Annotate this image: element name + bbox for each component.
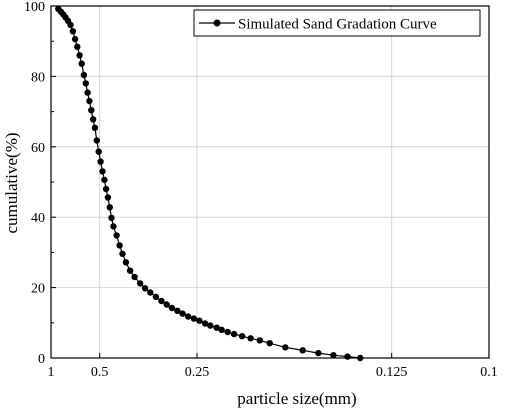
data-point [78,60,85,67]
data-point [184,313,192,320]
data-point [357,354,364,362]
data-point [230,330,238,338]
data-point [119,250,126,257]
data-point [74,43,81,50]
data-point [201,320,209,327]
y-tick-label: 20 [31,282,45,297]
data-point [106,204,114,211]
data-point [88,107,95,114]
data-point [282,344,289,351]
data-point [113,232,120,239]
series-line [57,8,361,359]
data-point [344,353,351,360]
data-point [76,52,83,59]
data-point [71,35,79,43]
data-point [158,297,165,305]
y-tick-label: 100 [24,0,45,15]
data-point [213,324,220,331]
y-tick-label: 80 [31,70,45,85]
data-point [190,315,198,322]
data-point [299,347,306,354]
data-point [163,301,170,308]
data-point [101,176,108,184]
data-point [86,97,93,105]
data-point [67,21,74,29]
axes: 0 20 40 60 80 100 1 0.5 0.25 0.125 0.1 [24,0,498,380]
x-tick-label: 0.5 [91,365,109,380]
x-tick-label: 0.125 [376,365,408,380]
data-point [131,273,138,281]
data-point [80,71,88,79]
data-point [91,124,99,131]
y-axis-title: cumulative(%) [2,132,21,233]
data-point [152,293,160,300]
grid [51,6,489,358]
data-point [168,304,176,312]
x-axis-title: particle size(mm) [237,389,356,408]
y-tick-label: 0 [38,352,45,367]
plot-frame [50,5,490,359]
data-point [97,158,104,165]
data-point [99,168,106,175]
data-point [256,337,263,344]
data-point [122,259,130,266]
data-point [238,333,246,340]
x-tick-label: 0.1 [480,365,498,380]
data-point [196,317,203,324]
data-point [137,280,144,287]
legend-marker [213,19,221,27]
data-point [82,80,90,87]
data-point [179,310,186,317]
data-point [330,352,337,359]
data-series [55,5,364,362]
data-point [315,349,322,357]
data-point [141,285,149,292]
data-point [108,214,115,222]
legend-box [193,9,481,37]
data-point [110,223,117,230]
legend: Simulated Sand Gradation Curve [193,9,481,37]
data-point [247,335,254,342]
data-point [89,116,97,123]
data-point [84,89,91,96]
data-point [116,242,123,249]
data-point [102,185,110,193]
data-point [174,307,181,314]
x-tick-label: 0.25 [185,365,210,380]
y-tick-label: 40 [31,211,45,226]
data-point [93,137,101,144]
data-point [224,328,231,336]
y-tick-label: 60 [31,141,45,156]
data-point [147,289,154,296]
data-point [69,28,77,35]
data-point [126,267,134,274]
data-point [266,340,273,347]
data-point [104,194,112,201]
data-point [218,326,225,333]
legend-label: Simulated Sand Gradation Curve [238,17,437,33]
x-tick-label: 1 [48,365,55,380]
data-point [95,148,102,155]
data-point [207,322,214,329]
